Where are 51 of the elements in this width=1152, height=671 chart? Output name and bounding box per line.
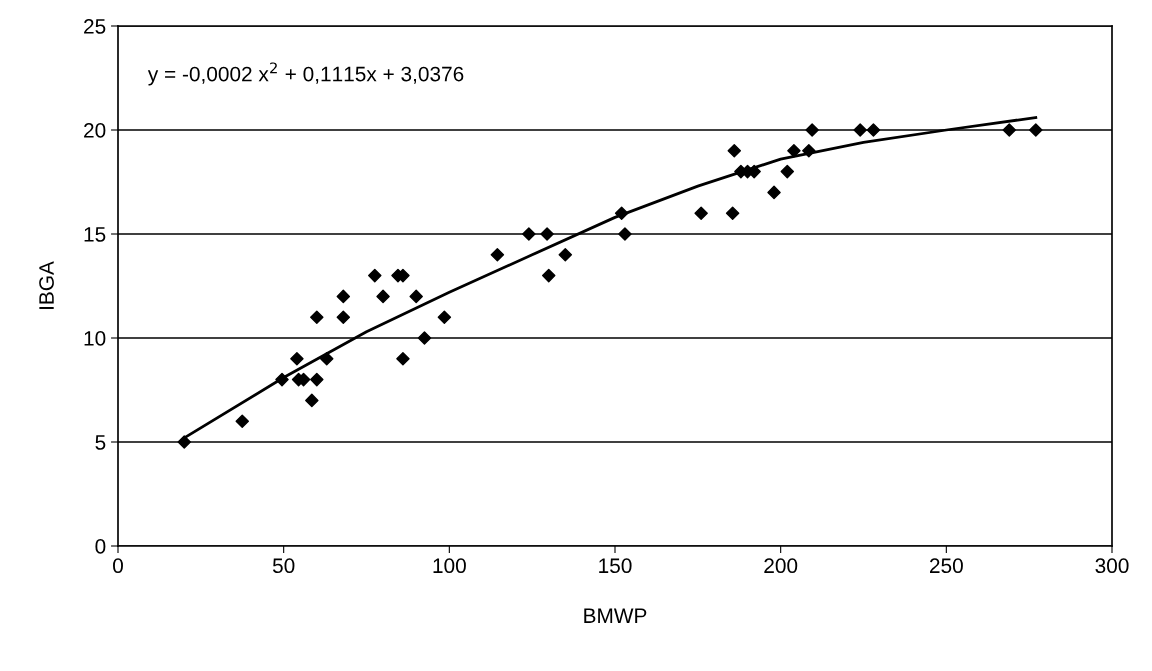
x-tick-label: 200 — [764, 558, 798, 574]
point — [558, 248, 573, 262]
point — [310, 310, 324, 324]
point — [866, 123, 881, 137]
y-tick-label: 10 — [84, 331, 106, 346]
x-tick-label: 300 — [1095, 558, 1129, 574]
x-tick-label: 250 — [930, 558, 963, 574]
y-tick-label: 0 — [95, 539, 106, 554]
y-axis-title: IBGA — [39, 261, 54, 309]
point — [275, 372, 289, 387]
point — [310, 372, 324, 387]
point — [290, 352, 304, 366]
point — [376, 289, 390, 304]
point — [725, 206, 740, 220]
point — [780, 164, 795, 179]
y-tick-label: 20 — [84, 123, 106, 138]
point — [787, 144, 801, 158]
point — [235, 414, 249, 428]
x-tick-label: 50 — [272, 558, 295, 574]
y-tick-label: 25 — [84, 19, 106, 34]
point — [694, 206, 708, 220]
point — [541, 268, 556, 283]
point — [1029, 123, 1043, 137]
point — [305, 393, 319, 408]
x-tick-label: 150 — [599, 558, 632, 574]
point — [727, 144, 742, 158]
point — [614, 206, 629, 220]
y-tick-label: 5 — [95, 435, 106, 450]
x-axis-title: BMWP — [584, 608, 647, 623]
point — [319, 352, 334, 366]
x-tick-label: 100 — [433, 558, 466, 574]
point — [618, 227, 632, 241]
point — [437, 310, 452, 324]
y-tick-label: 15 — [84, 227, 106, 242]
point — [853, 123, 867, 137]
point — [1002, 123, 1017, 137]
point — [522, 227, 536, 241]
point — [409, 289, 423, 304]
point — [802, 144, 816, 158]
point — [368, 268, 382, 283]
annotation: y = -0,0002 x$^{2}$ + 0,1115x + 3,0376 — [147, 62, 464, 86]
point — [177, 435, 192, 449]
x-tick-label: 0 — [113, 558, 123, 574]
point — [396, 352, 410, 366]
point — [767, 185, 781, 200]
point — [336, 289, 351, 304]
point — [805, 123, 819, 137]
point — [417, 331, 432, 345]
point — [336, 310, 351, 324]
point — [490, 248, 505, 262]
point — [540, 227, 554, 241]
